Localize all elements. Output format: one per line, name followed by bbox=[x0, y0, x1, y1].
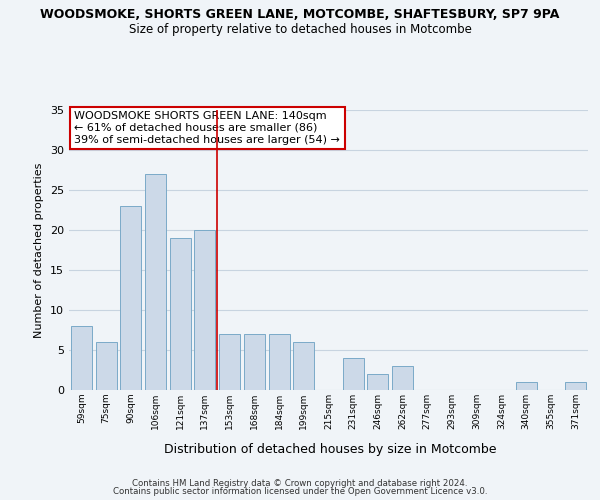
Bar bbox=[219, 334, 240, 390]
Bar bbox=[565, 382, 586, 390]
Bar bbox=[269, 334, 290, 390]
Bar bbox=[170, 238, 191, 390]
Text: Distribution of detached houses by size in Motcombe: Distribution of detached houses by size … bbox=[164, 442, 496, 456]
Bar bbox=[194, 230, 215, 390]
Text: Contains public sector information licensed under the Open Government Licence v3: Contains public sector information licen… bbox=[113, 488, 487, 496]
Bar bbox=[392, 366, 413, 390]
Bar bbox=[293, 342, 314, 390]
Bar bbox=[516, 382, 537, 390]
Bar bbox=[343, 358, 364, 390]
Text: Contains HM Land Registry data © Crown copyright and database right 2024.: Contains HM Land Registry data © Crown c… bbox=[132, 478, 468, 488]
Y-axis label: Number of detached properties: Number of detached properties bbox=[34, 162, 44, 338]
Text: WOODSMOKE, SHORTS GREEN LANE, MOTCOMBE, SHAFTESBURY, SP7 9PA: WOODSMOKE, SHORTS GREEN LANE, MOTCOMBE, … bbox=[40, 8, 560, 20]
Bar bbox=[145, 174, 166, 390]
Bar bbox=[95, 342, 116, 390]
Bar bbox=[367, 374, 388, 390]
Bar bbox=[71, 326, 92, 390]
Text: WOODSMOKE SHORTS GREEN LANE: 140sqm
← 61% of detached houses are smaller (86)
39: WOODSMOKE SHORTS GREEN LANE: 140sqm ← 61… bbox=[74, 112, 340, 144]
Bar bbox=[120, 206, 141, 390]
Text: Size of property relative to detached houses in Motcombe: Size of property relative to detached ho… bbox=[128, 22, 472, 36]
Bar bbox=[244, 334, 265, 390]
